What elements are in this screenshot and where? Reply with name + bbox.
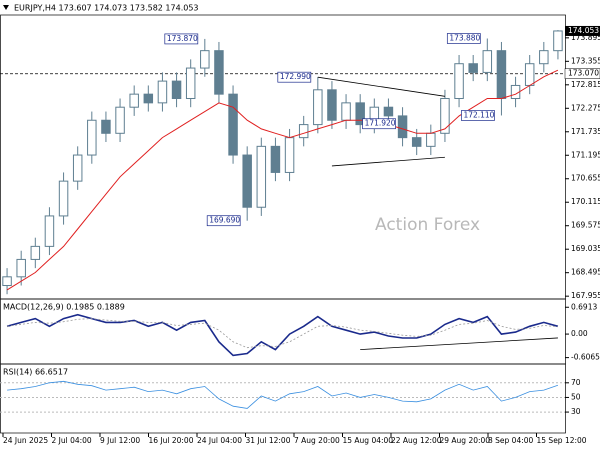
last-price-label: 174.053 xyxy=(568,26,599,35)
trendline xyxy=(331,156,445,167)
header-icon xyxy=(3,5,9,10)
y-tick-label: 170.655 xyxy=(571,174,600,183)
x-tick-label: 15 Sep 12:00 xyxy=(537,436,587,445)
candle-body xyxy=(2,276,12,287)
x-tick-label: 16 Jul 20:00 xyxy=(149,436,194,445)
candle-body xyxy=(553,30,563,52)
y-tick-label: 171.195 xyxy=(571,150,600,159)
x-tick-label: 31 Jul 12:00 xyxy=(246,436,291,445)
y-tick-label: 171.735 xyxy=(571,127,600,136)
candle-body xyxy=(115,106,125,134)
candle-body xyxy=(468,63,478,73)
candle-body xyxy=(16,258,26,278)
candle-body xyxy=(101,119,111,134)
x-tick-label: 8 Sep 04:00 xyxy=(488,436,534,445)
candle-body xyxy=(270,145,281,173)
y-tick-label: 70 xyxy=(571,378,581,387)
x-tick-label: 2 Jul 04:00 xyxy=(52,436,92,445)
panel-frame xyxy=(0,363,566,434)
candle-body xyxy=(228,93,238,156)
header: EURJPY,H4 173.607 174.073 173.582 174.05… xyxy=(14,4,199,13)
candle-body xyxy=(397,115,408,139)
candle-body xyxy=(200,50,210,69)
last-price-tag xyxy=(565,25,600,36)
candle-body xyxy=(496,50,507,100)
annotation-label: 172.110 xyxy=(463,110,494,119)
y-tick-label: 169.035 xyxy=(571,244,600,253)
candle-body xyxy=(440,98,450,134)
annotation-box xyxy=(277,71,312,83)
y-tick-label: 0.6913 xyxy=(571,302,597,311)
watermark: Action Forex xyxy=(375,215,480,235)
candle-body xyxy=(313,89,323,126)
series-line xyxy=(7,318,558,349)
candle-body xyxy=(157,80,168,104)
candle-body xyxy=(341,102,351,121)
annotation-label: 173.870 xyxy=(167,34,198,43)
candle-body xyxy=(383,106,394,117)
y-tick-label: 173.895 xyxy=(571,33,600,42)
candle-body xyxy=(355,102,365,126)
level-tag xyxy=(564,68,600,79)
level-label: 173.070 xyxy=(568,69,599,78)
candle-body xyxy=(143,93,154,104)
y-tick-label: 30 xyxy=(571,407,581,416)
candle-body xyxy=(482,50,493,73)
x-tick-label: 24 Jul 04:00 xyxy=(197,436,242,445)
candle-body xyxy=(214,50,224,95)
x-tick-label: 22 Aug 12:00 xyxy=(391,436,442,445)
y-tick-label: 0.00 xyxy=(571,329,588,338)
candle-body xyxy=(30,245,41,260)
series-line xyxy=(6,313,559,357)
candle-body xyxy=(242,154,252,208)
y-tick-label: 50 xyxy=(571,392,581,401)
candle-body xyxy=(58,180,69,217)
candle-body xyxy=(411,137,422,147)
annotation-box xyxy=(461,110,495,121)
series-line xyxy=(7,380,559,409)
x-tick-label: 29 Aug 20:00 xyxy=(440,436,491,445)
annotation-box xyxy=(362,118,396,130)
y-tick-label: 168.495 xyxy=(571,268,600,277)
annotation-box xyxy=(446,33,481,44)
y-tick-label: 173.355 xyxy=(571,56,600,65)
y-tick-label: -0.6065 xyxy=(571,353,600,362)
x-tick-label: 15 Aug 04:00 xyxy=(343,436,394,445)
candle-body xyxy=(44,215,55,247)
y-tick-label: 170.115 xyxy=(571,197,600,206)
trendline xyxy=(360,337,558,351)
x-tick-label: 9 Jul 12:00 xyxy=(100,436,140,445)
annotation-label: 172.990 xyxy=(280,72,311,81)
trendline xyxy=(317,76,445,97)
candle-body xyxy=(256,145,267,208)
panel-title: RSI(14) 66.6517 xyxy=(3,368,68,377)
annotation-box xyxy=(206,215,241,227)
x-tick-label: 24 Jun 2025 xyxy=(3,436,48,445)
candle-body xyxy=(284,137,295,173)
annotation-label: 173.880 xyxy=(449,33,480,42)
candle-body xyxy=(185,67,196,100)
candle-body xyxy=(298,124,309,139)
annotation-box xyxy=(164,33,199,45)
x-tick-label: 7 Aug 20:00 xyxy=(294,436,340,445)
panel-title: MACD(12,26,9) 0.1985 0.1889 xyxy=(3,303,125,312)
y-tick-label: 169.575 xyxy=(571,221,600,230)
y-tick-label: 172.815 xyxy=(571,80,600,89)
candle-body xyxy=(87,119,97,156)
y-tick-label: 167.955 xyxy=(571,291,600,300)
annotation-label: 171.920 xyxy=(365,119,396,128)
candle-body xyxy=(426,132,436,147)
candle-body xyxy=(129,93,139,108)
candle-body xyxy=(539,50,549,65)
candle-body xyxy=(171,80,182,100)
candle-body xyxy=(72,154,83,182)
candle-body xyxy=(454,63,464,100)
candle-body xyxy=(524,63,535,86)
candle-body xyxy=(327,89,337,121)
annotation-label: 169.690 xyxy=(209,216,240,225)
y-tick-label: 172.275 xyxy=(571,103,600,112)
